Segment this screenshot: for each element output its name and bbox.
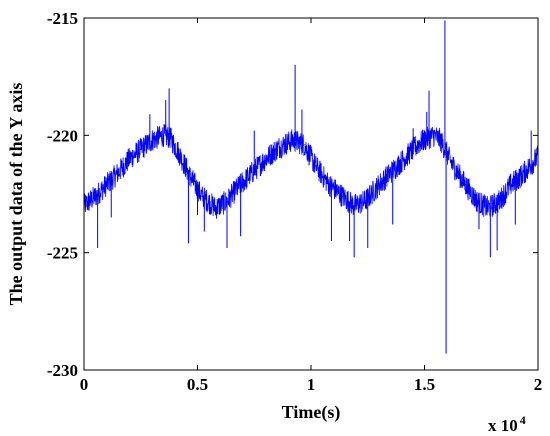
- data-point: [278, 146, 280, 148]
- data-point: [201, 195, 203, 197]
- data-point: [405, 155, 407, 158]
- x-scale-factor-base: x 10: [488, 416, 518, 435]
- data-point: [169, 137, 171, 139]
- data-point: [190, 176, 192, 179]
- data-point: [292, 139, 294, 141]
- data-point: [498, 200, 501, 202]
- data-point: [364, 200, 367, 202]
- data-point: [328, 184, 330, 186]
- x-scale-factor: x 10 4: [488, 413, 526, 435]
- data-point: [162, 134, 165, 136]
- data-point: [487, 207, 489, 209]
- y-tick-label: -215: [47, 9, 78, 28]
- data-point: [215, 207, 217, 209]
- x-tick-label: 1: [307, 375, 316, 394]
- data-point: [178, 153, 180, 155]
- data-point: [94, 195, 96, 197]
- x-axis-label: Time(s): [282, 402, 341, 423]
- y-tick-label: -225: [47, 244, 78, 263]
- x-tick-label: 1.5: [414, 375, 435, 394]
- y-axis-label: The output data of the Y axis: [6, 83, 26, 306]
- data-point: [464, 184, 466, 186]
- data-point: [521, 174, 523, 176]
- data-point: [140, 148, 142, 151]
- data-point: [432, 134, 435, 136]
- data-point: [251, 172, 253, 174]
- data-point: [314, 165, 317, 167]
- data-point: [106, 184, 108, 186]
- y-tick-label: -220: [47, 126, 78, 145]
- data-point: [237, 186, 239, 188]
- series-line: [84, 124, 538, 219]
- x-tick-label: 2: [534, 375, 543, 394]
- ticks-layer: 0 0.5 1 1.5 2 -230 -225 -220 -215: [47, 9, 542, 394]
- data-point: [378, 184, 380, 186]
- x-tick-label: 0.5: [187, 375, 208, 394]
- data-point: [510, 184, 512, 186]
- data-point: [342, 195, 344, 197]
- x-scale-factor-exponent: 4: [520, 413, 526, 427]
- x-tick-label: 0: [80, 375, 89, 394]
- data-point: [451, 162, 453, 165]
- data-point: [476, 200, 478, 202]
- y-tick-label: -230: [47, 361, 78, 380]
- data-point: [151, 139, 153, 141]
- data-point: [419, 141, 421, 143]
- plot-layer: [84, 20, 538, 354]
- data-point: [265, 158, 267, 160]
- data-point: [117, 172, 119, 174]
- data-point: [439, 139, 441, 141]
- data-point: [128, 158, 130, 160]
- data-point: [303, 144, 305, 146]
